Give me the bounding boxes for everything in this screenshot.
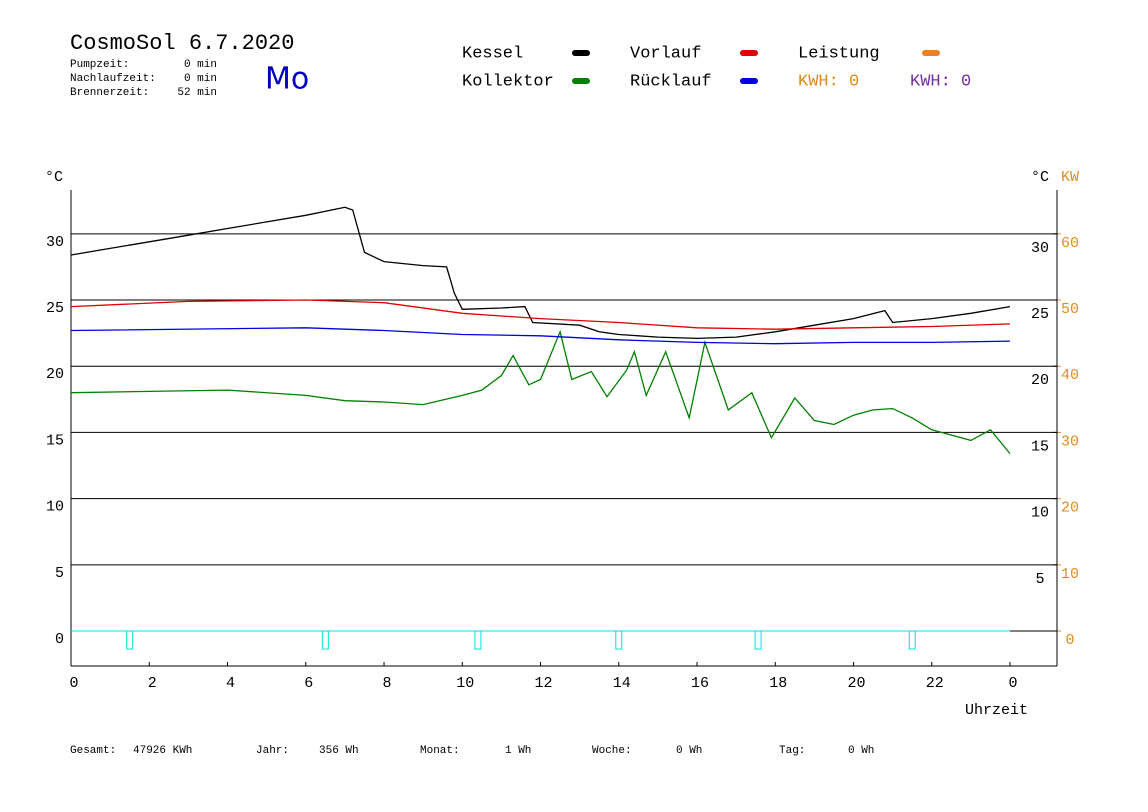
series-line	[70, 299, 1011, 330]
status-label: Pumpzeit:	[70, 59, 129, 71]
y-tick-right-label: 30	[1031, 240, 1049, 257]
y-tick-label: 20	[46, 366, 64, 383]
y2-tick-label: 0	[1065, 632, 1074, 649]
x-tick-label: 0	[69, 675, 78, 692]
title: CosmoSol 6.7.2020	[70, 31, 294, 56]
x-tick-label: 14	[613, 675, 631, 692]
y-tick-label: 15	[46, 432, 64, 449]
legend-swatch	[922, 50, 940, 56]
status-value: 52 min	[177, 87, 217, 99]
legend-label: Kollektor	[462, 72, 554, 91]
pump-mark	[615, 630, 623, 650]
footer-label: Monat:	[420, 745, 460, 757]
y-tick-right-label: 5	[1035, 571, 1044, 588]
footer-value: 47926 KWh	[133, 745, 192, 757]
y2-tick-label: 10	[1061, 566, 1079, 583]
legend-swatch	[572, 50, 590, 56]
x-tick-label: 6	[304, 675, 313, 692]
x-tick-label: 10	[456, 675, 474, 692]
x-tick-label: 18	[769, 675, 787, 692]
series-line	[70, 206, 1011, 340]
footer-value: 356 Wh	[319, 745, 359, 757]
day: Mo	[265, 62, 309, 97]
status-value: 0 min	[184, 59, 217, 71]
x-tick-label: 2	[148, 675, 157, 692]
y2-unit-c: °C	[1031, 169, 1049, 186]
series-line	[70, 327, 1011, 345]
pump-mark	[126, 630, 134, 650]
status-value: 0 min	[184, 73, 217, 85]
y-tick-label: 0	[55, 631, 64, 648]
footer-label: Tag:	[779, 745, 805, 757]
y2-tick-label: 50	[1061, 301, 1079, 318]
y-unit: °C	[45, 169, 63, 186]
y-tick-label: 10	[46, 499, 64, 516]
y2-tick-label: 60	[1061, 235, 1079, 252]
y-tick-label: 25	[46, 300, 64, 317]
x-tick-label: 22	[926, 675, 944, 692]
legend-label: Kessel	[462, 44, 523, 63]
footer-value: 1 Wh	[505, 745, 531, 757]
y-tick-right-label: 20	[1031, 372, 1049, 389]
status-label: Brennerzeit:	[70, 87, 149, 99]
kwh-label: KWH: 0	[910, 72, 971, 91]
y-tick-right-label: 25	[1031, 306, 1049, 323]
footer-label: Gesamt:	[70, 745, 116, 757]
footer-value: 0 Wh	[676, 745, 702, 757]
legend-swatch	[572, 78, 590, 84]
pump-mark	[474, 630, 482, 650]
legend-label: Rücklauf	[630, 72, 712, 91]
x-tick-label: 4	[226, 675, 235, 692]
y-tick-right-label: 10	[1031, 505, 1049, 522]
x-tick-label: 16	[691, 675, 709, 692]
status-label: Nachlaufzeit:	[70, 73, 156, 85]
pump-mark	[754, 630, 762, 650]
x-tick-label: 12	[535, 675, 553, 692]
legend-swatch	[740, 78, 758, 84]
series-line	[70, 329, 1011, 455]
footer-label: Woche:	[592, 745, 632, 757]
pump-mark	[321, 630, 329, 650]
x-tick-label: 8	[383, 675, 392, 692]
y2-unit: KW	[1061, 169, 1079, 186]
x-tick-label: 20	[848, 675, 866, 692]
x-tick-label: 0	[1009, 675, 1018, 692]
legend-label: Leistung	[798, 44, 880, 63]
y-tick-right-label: 15	[1031, 438, 1049, 455]
legend-swatch	[740, 50, 758, 56]
y-tick-label: 5	[55, 565, 64, 582]
x-label: Uhrzeit	[965, 702, 1028, 719]
legend-label: Vorlauf	[630, 44, 701, 63]
kwh-label: KWH: 0	[798, 72, 859, 91]
footer-label: Jahr:	[256, 745, 289, 757]
y2-tick-label: 30	[1061, 433, 1079, 450]
footer-value: 0 Wh	[848, 745, 874, 757]
y2-tick-label: 20	[1061, 500, 1079, 517]
y2-tick-label: 40	[1061, 367, 1079, 384]
pump-mark	[908, 630, 916, 650]
y-tick-label: 30	[46, 234, 64, 251]
